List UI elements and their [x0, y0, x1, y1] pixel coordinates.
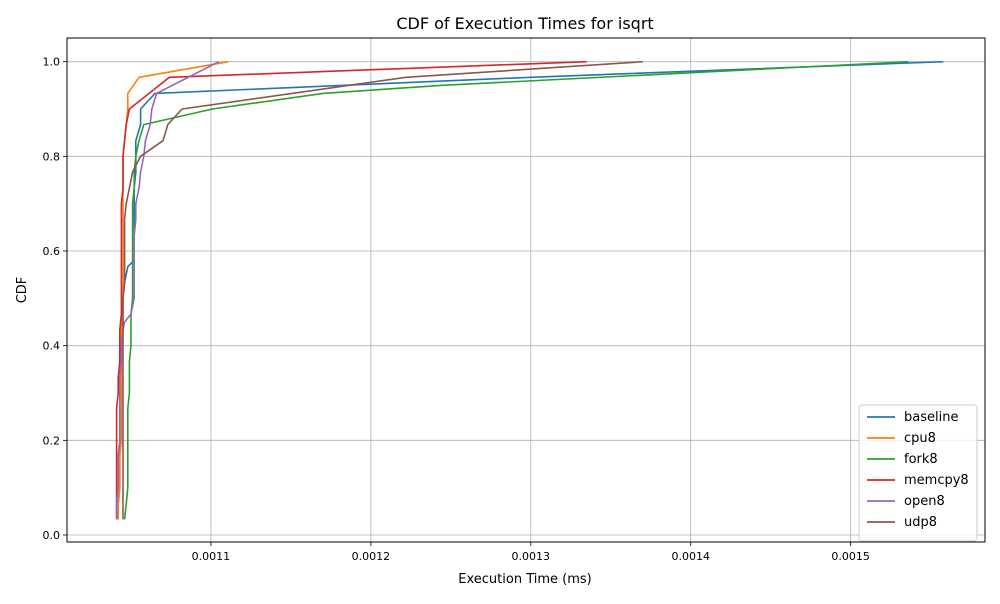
y-tick-label: 0.4 [43, 340, 61, 353]
plot-frame [66, 37, 986, 543]
legend: baseline cpu8 fork8 memcpy8 open8 udp8 [858, 404, 978, 542]
series-line-udp8 [122, 60, 643, 520]
x-axis-label: Execution Time (ms) [458, 572, 591, 587]
legend-label-baseline: baseline [904, 410, 958, 425]
x-tick-label: 0.0013 [512, 550, 551, 563]
series-lines [115, 60, 944, 520]
chart-title: CDF of Execution Times for isqrt [396, 14, 653, 33]
x-axis-ticks: 0.0011 0.0012 0.0013 0.0014 0.0015 [192, 542, 870, 563]
legend-label-cpu8: cpu8 [904, 431, 936, 446]
legend-label-memcpy8: memcpy8 [904, 473, 969, 488]
y-tick-label: 0.6 [43, 245, 61, 258]
y-tick-label: 0.2 [43, 434, 61, 447]
legend-label-open8: open8 [904, 494, 945, 509]
y-tick-label: 1.0 [43, 56, 61, 69]
series-line-memcpy8 [115, 60, 587, 520]
y-tick-label: 0.0 [43, 529, 61, 542]
series-line-fork8 [123, 60, 909, 520]
legend-label-udp8: udp8 [904, 515, 937, 530]
y-axis-label: CDF [15, 277, 30, 304]
x-tick-label: 0.0014 [671, 550, 710, 563]
y-tick-label: 0.8 [43, 150, 61, 163]
legend-label-fork8: fork8 [904, 452, 938, 467]
x-tick-label: 0.0011 [192, 550, 231, 563]
x-tick-label: 0.0015 [831, 550, 870, 563]
grid-lines [67, 38, 985, 542]
y-axis-ticks: 0.0 0.2 0.4 0.6 0.8 1.0 [43, 56, 67, 542]
x-tick-label: 0.0012 [352, 550, 391, 563]
legend-box [858, 404, 978, 542]
